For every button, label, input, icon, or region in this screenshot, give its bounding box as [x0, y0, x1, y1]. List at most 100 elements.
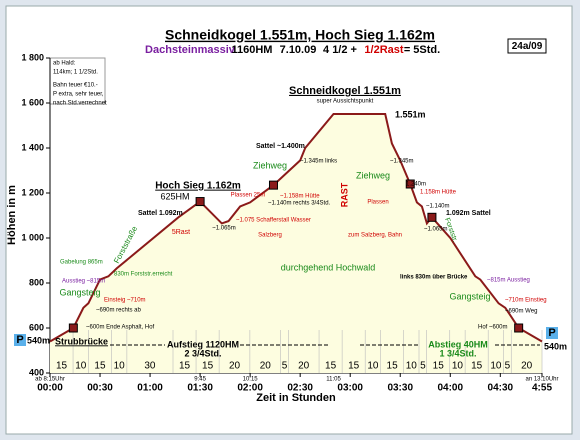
parking-sign — [14, 334, 26, 346]
annotation: Plassen 25m — [231, 193, 266, 199]
duration: 15 — [325, 361, 337, 372]
badge: 24a/09 — [512, 41, 543, 52]
x-tick-label: 4:55 — [532, 383, 552, 394]
note-line: Bahn teuer €10.- — [53, 83, 98, 89]
bottom-label: 2 3/4Std. — [184, 348, 221, 358]
duration: 10 — [490, 361, 502, 372]
annotation: super Aussichtspunkt — [317, 99, 374, 105]
annotation: ~1.345m — [390, 159, 414, 165]
area — [50, 114, 542, 373]
subtitle: 1160HM — [232, 44, 273, 56]
clock-time: 10:15 — [243, 377, 259, 383]
note-line: nach Std.verrechnet — [53, 101, 107, 107]
annotation: ~1.075 Schafferstall Wasser — [236, 218, 311, 224]
annotation: 1.158m Hütte — [420, 190, 457, 196]
annotation: Einsteig ~710m — [104, 298, 146, 304]
annotation: 1.092m Sattel — [446, 210, 491, 217]
bottom-label: Aufstieg 1120HM — [167, 339, 239, 349]
annotation: zum Salzberg, Bahn — [348, 233, 402, 239]
annotation: Plassen — [367, 200, 388, 206]
duration: 10 — [114, 361, 126, 372]
clock-time: ab 8:15Uhr — [35, 377, 65, 383]
annotation: ~1.065m — [424, 227, 448, 233]
annotation: 830m Forststr.erreicht — [114, 272, 173, 278]
duration: 15 — [202, 361, 214, 372]
annotation: Sattel 1.092m — [138, 210, 183, 217]
y-tick-label: 800 — [29, 277, 44, 287]
annotation: ~690m Weg — [505, 309, 537, 315]
hut-marker — [195, 197, 205, 207]
annotation: ~600m Ende Asphalt, Hof — [86, 325, 155, 331]
duration: 15 — [94, 361, 106, 372]
annotation: Salzberg — [258, 233, 282, 239]
duration: 15 — [56, 361, 68, 372]
annotation: ~1.140m rechts 3/4Std. — [268, 201, 331, 207]
y-tick-label: 1 000 — [21, 232, 44, 242]
annotation: Schneidkogel 1.551m — [289, 85, 401, 97]
note-line: ab Hald: — [53, 61, 76, 67]
annotation: ~815m Ausstieg — [487, 278, 530, 284]
x-tick-label: 00:30 — [87, 383, 113, 394]
duration: 10 — [406, 361, 418, 372]
y-tick-label: 600 — [29, 322, 44, 332]
x-axis-label: Zeit in Stunden — [256, 392, 336, 404]
x-tick-label: 03:00 — [337, 383, 363, 394]
bottom-label: 540m — [544, 341, 567, 351]
line — [49, 113, 543, 343]
duration: 10 — [75, 361, 87, 372]
x-tick-label: 02:00 — [237, 383, 263, 394]
hut-marker — [405, 179, 415, 189]
duration: 15 — [387, 361, 399, 372]
annotation: RAST — [339, 182, 349, 207]
y-tick-label: 400 — [29, 367, 44, 377]
annotation: Sattel ~1.400m — [256, 143, 305, 150]
annotation: ~1.065m — [212, 226, 236, 232]
badge-box — [507, 38, 547, 54]
subtitle: 1/2Rast — [364, 44, 403, 56]
x-tick-label: 00:00 — [37, 383, 63, 394]
annotation: ~1.140m — [426, 204, 450, 210]
annotation: 5Rast — [172, 229, 190, 236]
annotation: Ziehweg — [253, 160, 287, 170]
y-tick-label: 1 200 — [21, 187, 44, 197]
bottom-label: P — [16, 334, 23, 346]
clock-time: 9:45 — [194, 377, 206, 383]
hut-marker — [268, 180, 278, 190]
duration: 10 — [452, 361, 464, 372]
annotation: Ziehweg — [356, 170, 390, 180]
annotation: ~1.345m links — [300, 159, 337, 165]
annotation: ~1.158m Hütte — [280, 194, 320, 200]
duration: 20 — [229, 361, 241, 372]
annotation: Hoch Sieg 1.162m — [155, 181, 241, 192]
duration: 5 — [505, 361, 511, 372]
duration: 15 — [433, 361, 445, 372]
x-tick-label: 04:30 — [488, 383, 514, 394]
chart-title: Schneidkogel 1.551m, Hoch Sieg 1.162m — [165, 27, 435, 43]
duration: 5 — [420, 361, 426, 372]
hut-marker — [427, 212, 437, 222]
y-tick-label: 1 800 — [21, 52, 44, 62]
subtitle: 4 1/2 + — [323, 44, 357, 56]
annotation: Gabelung 865m — [60, 260, 103, 266]
y-axis-label: Höhen in m — [6, 185, 18, 245]
clock-time: 11:05 — [326, 377, 341, 383]
subtitle: 7.10.09 — [280, 44, 317, 56]
x-tick-label: 01:00 — [137, 383, 163, 394]
x-tick-label: 04:00 — [437, 383, 463, 394]
duration: 15 — [179, 361, 191, 372]
duration: 10 — [367, 361, 379, 372]
hut-marker — [514, 323, 524, 333]
annotation: Gangsteig — [59, 287, 100, 297]
duration: 15 — [471, 361, 483, 372]
bottom-label: 1 3/4Std. — [439, 348, 476, 358]
annotation: Hof ~600m — [478, 325, 508, 331]
bottom-label: 540m — [27, 335, 50, 345]
duration: 30 — [144, 361, 156, 372]
annotation: 625HM — [160, 191, 189, 201]
annotation: ~690m rechts ab — [96, 308, 142, 314]
annotation: 1.551m — [395, 109, 426, 119]
x-tick-label: 01:30 — [187, 383, 213, 394]
x-tick-label: 02:30 — [287, 383, 313, 394]
duration: 15 — [348, 361, 360, 372]
